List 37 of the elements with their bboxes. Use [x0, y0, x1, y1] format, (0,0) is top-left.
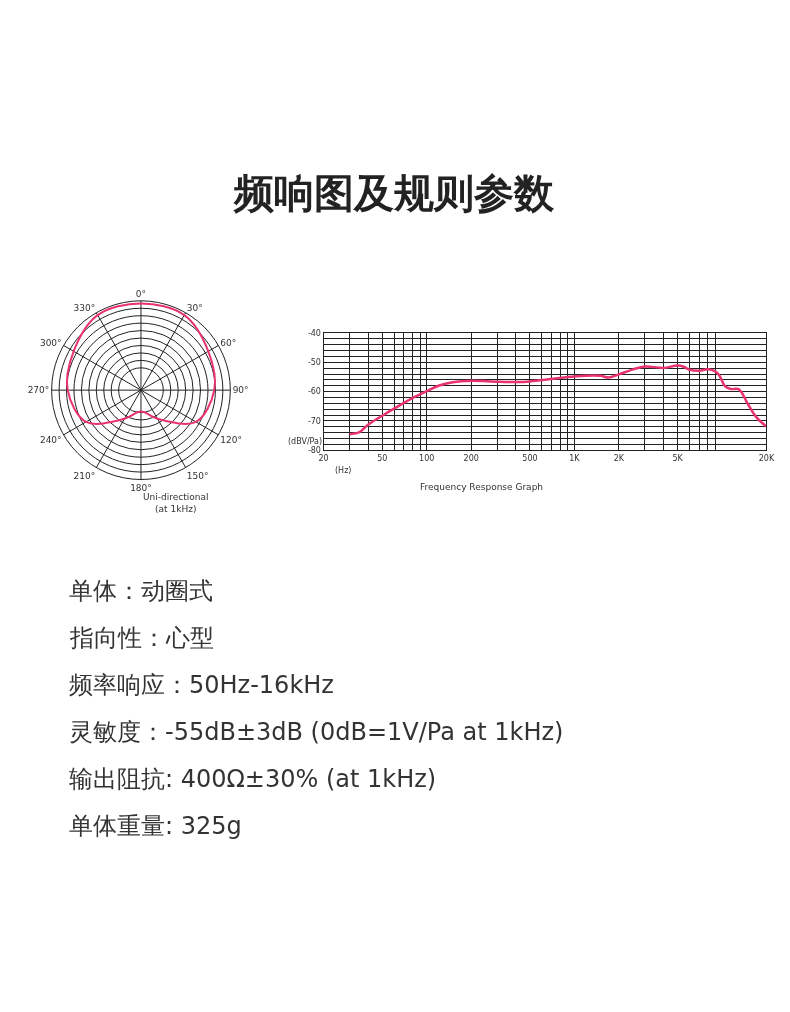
text: (Hz)	[335, 466, 352, 475]
text: 单体：动圈式	[69, 577, 213, 605]
y-tick-label: -40	[307, 328, 321, 338]
spoke-label: 240°	[39, 435, 62, 446]
spoke-label: 60°	[220, 338, 237, 349]
spoke-label: 150°	[186, 470, 209, 481]
x-tick-label: 50	[377, 453, 388, 463]
y-tick-label: -50	[307, 358, 321, 368]
text: 指向性：心型	[69, 624, 214, 652]
x-axis-title: Frequency Response Graph	[420, 482, 544, 492]
text: Uni-directional (at 1kHz)	[143, 492, 209, 514]
text: 灵敏度：-55dB±3dB (0dB=1V/Pa at 1kHz)	[69, 718, 564, 746]
spoke-label: 210°	[73, 470, 96, 481]
spoke-label: 120°	[220, 435, 243, 446]
x-tick-label: 200	[463, 453, 479, 463]
text: 单体重量: 325g	[69, 812, 242, 840]
spoke-label: 0°	[135, 288, 147, 299]
spoke-label: 30°	[186, 302, 203, 313]
x-tick-label: 2K	[613, 453, 625, 463]
x-tick-label: 20	[318, 453, 329, 463]
text: 频响图及规则参数	[233, 170, 555, 216]
y-tick-label: -60	[307, 387, 321, 397]
x-tick-label: 500	[522, 453, 538, 463]
y-axis-title: (dBV/Pa)	[288, 437, 323, 446]
spoke-label: 90°	[232, 385, 249, 396]
x-tick-label: 1K	[569, 453, 581, 463]
spoke-label: 270°	[27, 385, 50, 396]
text: 频率响应：50Hz-16kHz	[69, 671, 334, 699]
x-tick-label: 5K	[672, 453, 684, 463]
y-tick-label: -80	[307, 446, 321, 456]
spoke-label: 330°	[73, 302, 96, 313]
x-tick-label: 20K	[758, 453, 775, 463]
spoke-label: 300°	[39, 338, 62, 349]
text: 输出阻抗: 400Ω±30% (at 1kHz)	[69, 765, 437, 793]
x-tick-label: 100	[419, 453, 435, 463]
y-tick-label: -70	[307, 416, 321, 426]
spoke-label: 180°	[130, 482, 152, 493]
